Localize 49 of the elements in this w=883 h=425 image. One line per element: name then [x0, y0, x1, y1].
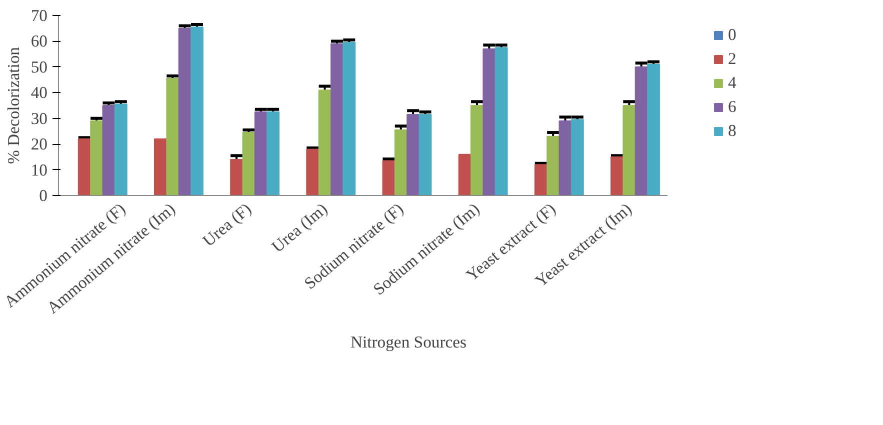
bar	[178, 28, 192, 196]
bar	[482, 48, 496, 196]
legend-label: 0	[728, 25, 738, 45]
bar	[242, 132, 256, 196]
y-tick-label: 60	[30, 32, 48, 51]
bar	[534, 164, 548, 196]
bar	[90, 120, 104, 196]
y-axis-title: % Decolorization	[4, 46, 23, 164]
legend-label: 4	[728, 73, 738, 93]
bar	[166, 78, 180, 196]
bar	[406, 114, 420, 196]
bar	[570, 119, 584, 196]
bar	[266, 111, 280, 196]
bar	[494, 47, 508, 196]
bar	[610, 156, 624, 196]
y-tick-label: 30	[30, 108, 48, 128]
bar	[190, 26, 204, 196]
bar	[254, 111, 268, 196]
y-tick-label: 10	[30, 160, 48, 180]
bar	[546, 136, 560, 196]
bar	[634, 66, 648, 196]
bar	[394, 129, 408, 196]
x-axis-title: Nitrogen Sources	[350, 332, 467, 352]
bar	[558, 120, 572, 196]
y-tick-label: 70	[30, 6, 48, 25]
legend-label: 2	[728, 49, 738, 69]
x-tick-label: Urea (F)	[199, 199, 255, 250]
bar	[78, 138, 91, 196]
y-tick-label: 20	[30, 134, 48, 154]
legend-label: 6	[728, 97, 738, 117]
bar	[622, 105, 636, 196]
bar	[647, 64, 660, 196]
bar	[102, 105, 116, 196]
bar	[330, 43, 344, 196]
bar	[458, 154, 472, 196]
bar	[418, 114, 432, 196]
bar	[470, 105, 484, 196]
x-tick-label: Urea (Im)	[268, 199, 331, 256]
y-tick-label: 40	[30, 83, 48, 102]
bar	[382, 160, 396, 196]
bar	[342, 42, 356, 196]
bar	[114, 104, 128, 196]
y-tick-label: 0	[39, 186, 48, 205]
bar	[230, 159, 244, 196]
bar	[318, 90, 332, 196]
y-tick-label: 50	[30, 57, 48, 76]
bar	[154, 138, 167, 196]
bar	[306, 148, 320, 196]
legend-label: 8	[728, 121, 738, 141]
